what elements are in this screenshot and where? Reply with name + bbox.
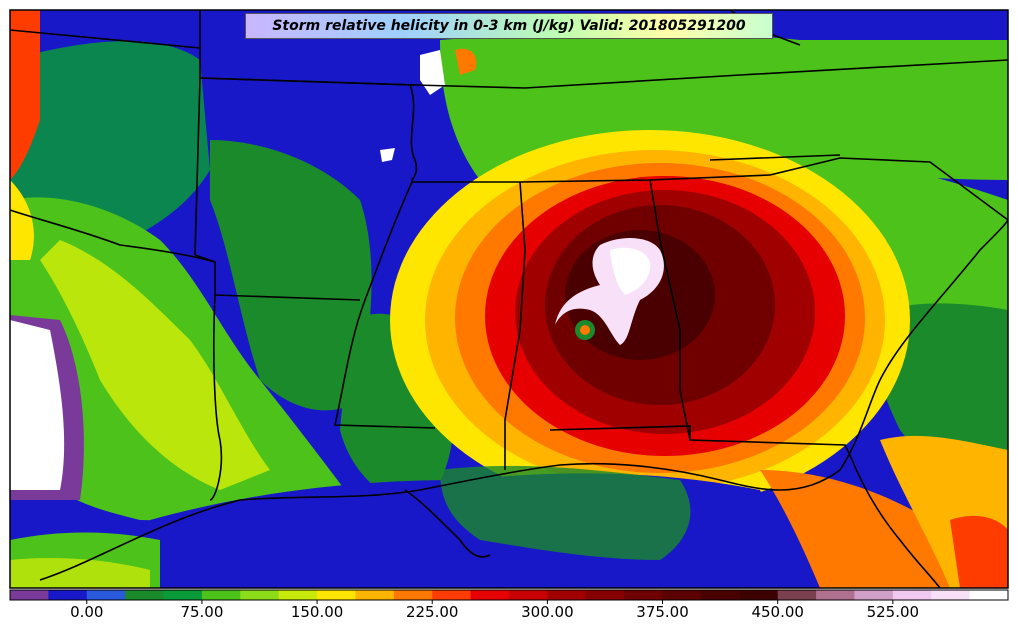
colorbar-swatch — [163, 590, 203, 600]
colorbar-swatch — [931, 590, 971, 600]
colorbar-swatch — [892, 590, 932, 600]
colorbar-swatch — [816, 590, 855, 600]
colorbar-tick-label: 75.00 — [180, 603, 224, 621]
colorbar-frame — [9, 589, 1009, 601]
colorbar-tick-label: 150.00 — [290, 603, 344, 621]
colorbar-swatch — [278, 590, 318, 600]
colorbar-swatch — [777, 590, 817, 600]
colorbar-tick-label: 0.00 — [70, 603, 104, 621]
colorbar-tick-label: 450.00 — [751, 603, 804, 621]
colorbar-swatch — [470, 590, 510, 600]
colorbar-swatch — [125, 590, 165, 600]
colorbar-swatch — [700, 590, 740, 600]
colorbar-swatch — [393, 590, 433, 600]
colorbar-swatch — [317, 590, 356, 600]
colorbar-swatch — [854, 590, 894, 600]
colorbar-tick-label: 300.00 — [521, 603, 574, 621]
colorbar-tick-label: 225.00 — [405, 603, 459, 621]
colorbar-swatch — [739, 590, 779, 600]
state-borders — [10, 10, 1008, 588]
map-title: Storm relative helicity in 0-3 km (J/kg)… — [245, 13, 773, 39]
colorbar-swatch — [86, 590, 126, 600]
colorbar-swatch — [355, 590, 395, 600]
colorbar-swatch — [969, 590, 1009, 600]
colorbar-swatch — [10, 590, 49, 600]
colorbar-swatch — [624, 590, 664, 600]
colorbar-swatch — [547, 590, 587, 600]
colorbar-swatch — [240, 590, 280, 600]
shaded-field — [10, 10, 1008, 588]
colorbar-swatch — [432, 590, 472, 600]
colorbar-swatch — [48, 590, 88, 600]
colorbar-tick-label: 525.00 — [866, 603, 920, 621]
colorbar-swatch — [585, 590, 625, 600]
colorbar-swatch — [201, 590, 241, 600]
colorbar-tick-label: 375.00 — [636, 603, 689, 621]
colorbar-swatch — [509, 590, 548, 600]
colorbar — [9, 589, 1009, 604]
colorbar-swatch — [662, 590, 702, 600]
map-frame — [9, 9, 1009, 589]
